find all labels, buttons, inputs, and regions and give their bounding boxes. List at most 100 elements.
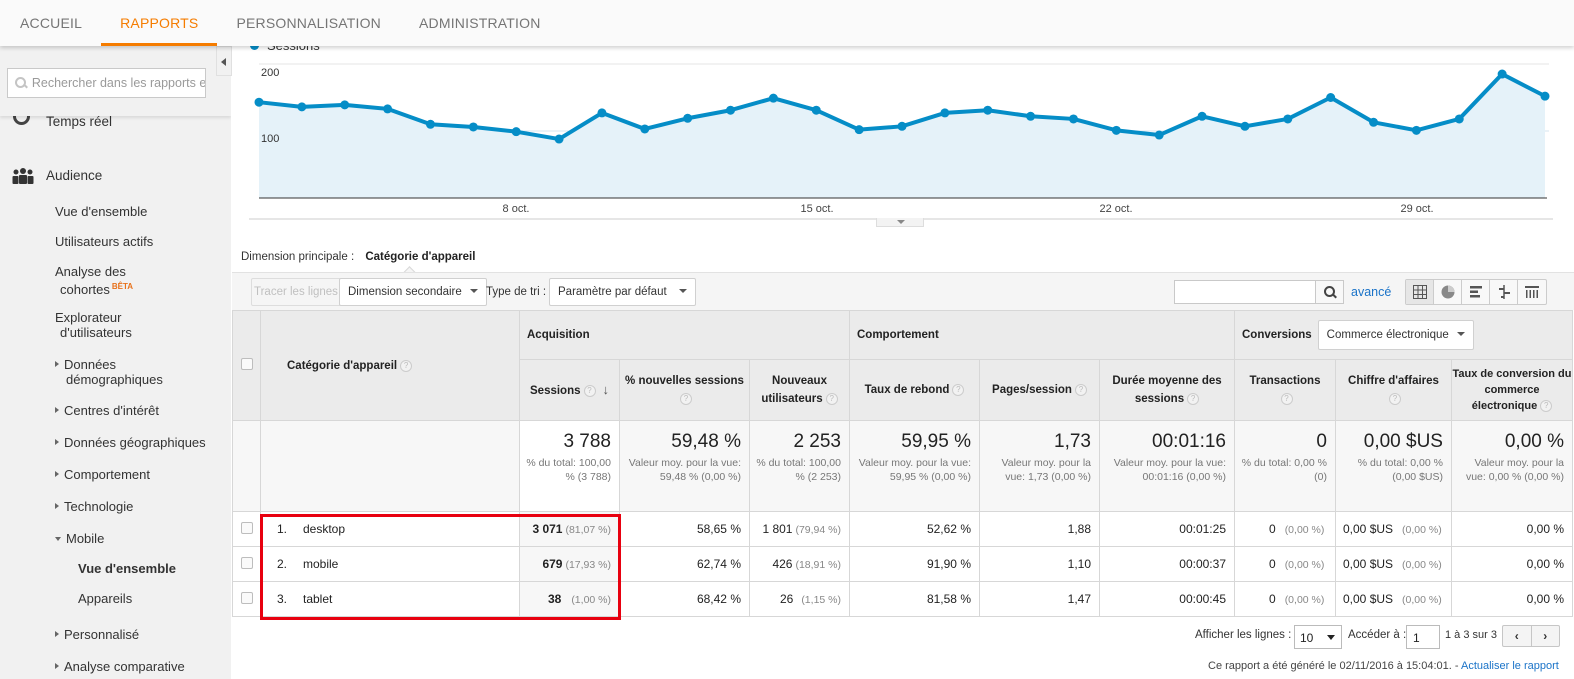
conversion-rate-column-header[interactable]: Taux de conversion du commerce électroni…	[1451, 359, 1573, 421]
help-icon[interactable]: ?	[952, 384, 965, 396]
sidebar-item-label: cohortes	[60, 282, 110, 297]
sessions-column-header[interactable]: Sessions? ↓	[519, 359, 620, 421]
sidebar-collapse-button[interactable]	[216, 46, 232, 76]
help-icon[interactable]: ?	[1280, 393, 1293, 405]
row-checkbox[interactable]	[240, 521, 253, 534]
table-row: 1. desktop 3 071 (81,07 %) 58,65 % 1 801 (7…	[232, 511, 1573, 547]
sidebar-item-demographics[interactable]: Données démographiques	[55, 357, 163, 387]
comparison-view-icon[interactable]	[1490, 280, 1518, 304]
revenue-cell: 0,00 $US (0,00 %)	[1335, 546, 1452, 582]
sidebar-item-label: Données géographiques	[64, 435, 206, 450]
sidebar-item-active-users[interactable]: Utilisateurs actifs	[55, 234, 154, 249]
sidebar-item-behavior[interactable]: Comportement	[55, 467, 150, 482]
column-label: Conversions	[1242, 329, 1312, 341]
sidebar-item-audience[interactable]: Audience	[46, 168, 103, 183]
sort-type-dropdown[interactable]: Paramètre par défaut	[549, 278, 696, 306]
advanced-filter-link[interactable]: avancé	[1351, 285, 1392, 299]
report-search-box[interactable]	[7, 68, 206, 98]
avg-duration-column-header[interactable]: Durée moyenne des sessions?	[1099, 359, 1235, 421]
sidebar-item-custom[interactable]: Personnalisé	[55, 627, 139, 642]
column-label: Taux de rebond	[864, 384, 950, 396]
tab-personnalisation[interactable]: PERSONNALISATION	[236, 15, 381, 31]
tab-administration[interactable]: ADMINISTRATION	[419, 15, 541, 31]
tab-accueil[interactable]: ACCUEIL	[20, 15, 83, 31]
totals-row: 3 788% du total: 100,00 % (3 788) 59,48 …	[232, 420, 1573, 512]
y-tick: 200	[261, 67, 280, 79]
help-icon[interactable]: ?	[400, 359, 413, 372]
pie-view-icon[interactable]	[1434, 280, 1462, 304]
pages-per-session-cell: 1,10	[979, 546, 1100, 582]
select-all-checkbox[interactable]	[240, 358, 253, 370]
pages-per-session-cell: 1,88	[979, 511, 1100, 547]
transactions-cell: 0 (0,00 %)	[1234, 581, 1336, 617]
sidebar-item-overview[interactable]: Vue d'ensemble	[55, 204, 148, 219]
row-dimension-link[interactable]: mobile	[303, 557, 339, 571]
bar-view-icon[interactable]	[1462, 280, 1490, 304]
sidebar-item-mobile-overview[interactable]: Vue d'ensemble	[78, 561, 176, 576]
sidebar-item-interests[interactable]: Centres d'intérêt	[55, 403, 159, 418]
new-users-column-header[interactable]: Nouveaux utilisateurs?	[749, 359, 850, 421]
sidebar-item-cohort-analysis[interactable]: Analyse des cohortes BÊTA	[55, 264, 133, 297]
help-icon[interactable]: ?	[825, 393, 838, 405]
table-view-icon[interactable]	[1406, 280, 1434, 304]
row-dimension-cell: 2. mobile	[260, 546, 520, 582]
revenue-column-header[interactable]: Chiffre d'affaires?	[1335, 359, 1452, 421]
bounce-rate-column-header[interactable]: Taux de rebond?	[849, 359, 980, 421]
help-icon[interactable]: ?	[1540, 400, 1553, 412]
sidebar-item-realtime[interactable]: Temps réel	[46, 114, 113, 129]
sort-desc-icon: ↓	[602, 381, 610, 397]
expand-arrow-icon	[55, 439, 59, 445]
transactions-column-header[interactable]: Transactions?	[1234, 359, 1336, 421]
row-dimension-link[interactable]: desktop	[303, 522, 346, 536]
dropdown-label: Dimension secondaire	[348, 286, 462, 298]
expand-arrow-icon	[55, 407, 59, 413]
secondary-dimension-dropdown[interactable]: Dimension secondaire	[339, 278, 487, 306]
next-page-button[interactable]: ›	[1543, 629, 1548, 643]
sidebar-item-devices[interactable]: Appareils	[78, 591, 133, 606]
sidebar-item-label: démographiques	[66, 372, 163, 387]
conversions-group-header: Conversions Commerce électronique	[1234, 310, 1573, 360]
line-chart-plot[interactable]	[232, 46, 1574, 221]
transactions-cell: 0 (0,00 %)	[1234, 546, 1336, 582]
report-search-input[interactable]	[31, 76, 205, 90]
beta-badge: BÊTA	[111, 282, 134, 291]
row-checkbox[interactable]	[240, 556, 253, 569]
dimension-column-header[interactable]: Catégorie d'appareil?	[260, 310, 520, 421]
conversions-dropdown[interactable]: Commerce électronique	[1317, 320, 1474, 350]
sessions-cell: 3 071 (81,07 %)	[519, 511, 620, 547]
rows-per-page-select[interactable]: 10	[1294, 625, 1342, 649]
plot-rows-button[interactable]: Tracer les lignes	[251, 278, 341, 306]
help-icon[interactable]: ?	[680, 393, 692, 405]
sidebar-item-benchmarking[interactable]: Analyse comparative	[55, 659, 185, 674]
primary-dimension-device-category[interactable]: Catégorie d'appareil	[365, 251, 476, 263]
prev-page-button[interactable]: ‹	[1503, 626, 1532, 646]
search-icon[interactable]	[1315, 281, 1343, 303]
sidebar-item-label: Données	[64, 357, 117, 372]
sidebar-item-geo[interactable]: Données géographiques	[55, 435, 206, 450]
pages-per-session-column-header[interactable]: Pages/session?	[979, 359, 1100, 421]
chart-collapse-toggle[interactable]	[876, 218, 924, 227]
tab-rapports[interactable]: RAPPORTS	[101, 0, 218, 46]
totals-empty	[232, 420, 261, 512]
help-icon[interactable]: ?	[1074, 384, 1087, 396]
sidebar-item-technology[interactable]: Technologie	[55, 499, 133, 514]
rows-per-page-label: Afficher les lignes :	[1195, 629, 1292, 641]
goto-page-input[interactable]: 1	[1406, 625, 1440, 649]
new-sessions-column-header[interactable]: % nouvelles sessions?	[619, 359, 750, 421]
pivot-view-icon[interactable]	[1518, 280, 1546, 304]
acquisition-group-header: Acquisition	[519, 310, 850, 360]
help-icon[interactable]: ?	[1187, 393, 1200, 405]
table-filter-input[interactable]	[1175, 281, 1313, 303]
help-icon[interactable]: ?	[583, 384, 596, 397]
sidebar-item-label: d'utilisateurs	[60, 325, 132, 340]
new-sessions-cell: 62,74 %	[619, 546, 750, 582]
sidebar-item-user-explorer[interactable]: Explorateur d'utilisateurs	[55, 310, 132, 340]
row-dimension-link[interactable]: tablet	[303, 592, 333, 606]
table-column-header: Sessions? ↓ % nouvelles sessions? Nouveau…	[233, 359, 1573, 421]
sidebar-item-mobile[interactable]: Mobile	[55, 531, 104, 546]
revenue-cell: 0,00 $US (0,00 %)	[1335, 581, 1452, 617]
table-row: 2. mobile 679 (17,93 %) 62,74 % 426 (18,91 …	[232, 546, 1573, 582]
refresh-report-link[interactable]: Actualiser le rapport	[1460, 660, 1559, 672]
row-checkbox[interactable]	[240, 591, 253, 604]
help-icon[interactable]: ?	[1389, 393, 1401, 405]
